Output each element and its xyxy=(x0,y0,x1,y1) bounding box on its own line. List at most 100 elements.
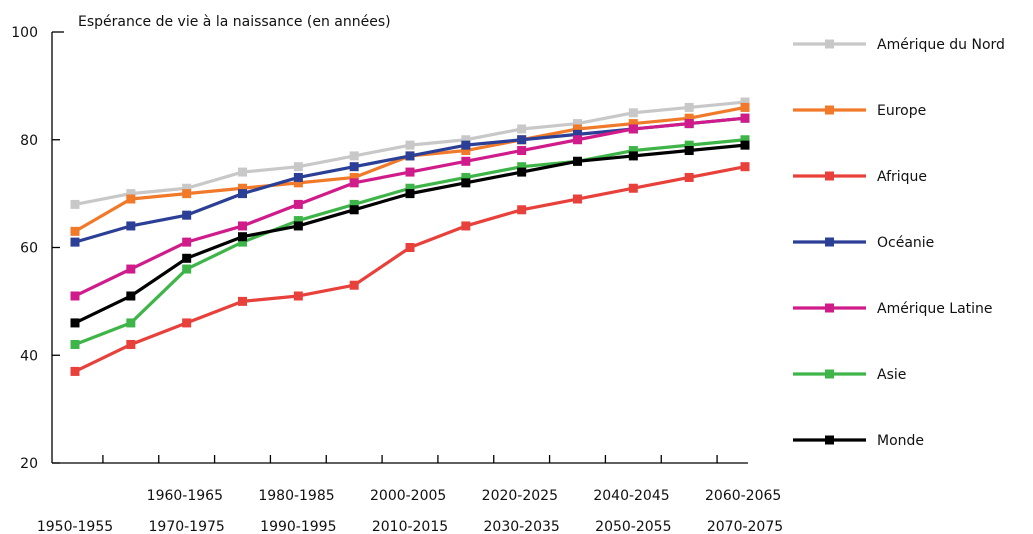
data-point-marker xyxy=(517,146,527,156)
data-point-marker xyxy=(628,119,638,129)
legend-item: Afrique xyxy=(793,169,927,185)
data-point-marker xyxy=(405,189,415,199)
legend-item: Europe xyxy=(793,103,926,119)
data-point-marker xyxy=(573,124,582,134)
data-point-marker xyxy=(461,172,471,182)
data-point-marker xyxy=(70,237,80,247)
data-point-marker xyxy=(182,183,192,193)
legend: Amérique du Nord Europe Afrique Océanie Amér… xyxy=(793,37,1005,449)
data-point-marker xyxy=(684,102,694,112)
series-line xyxy=(74,116,746,244)
data-point-marker xyxy=(405,183,415,193)
legend-swatch-marker xyxy=(825,39,834,49)
axes: Espérance de vie à la naissance (en anné… xyxy=(51,14,748,464)
legend-item: Asie xyxy=(793,367,906,383)
legend-swatch-marker xyxy=(825,237,834,247)
series-layer xyxy=(70,97,750,376)
data-point-marker xyxy=(684,140,694,150)
x-axis-ticks: 1950-1955 1960-1965 1970-1975 1980-1985 1990… xyxy=(37,455,783,534)
legend-label: Afrique xyxy=(877,169,927,185)
data-point-marker xyxy=(126,264,136,274)
y-axis-ticks: 20 40 60 80 100 xyxy=(11,25,60,472)
data-point-marker xyxy=(628,108,638,118)
data-point-marker xyxy=(70,291,80,301)
data-point-marker xyxy=(405,151,415,161)
x-tick-label: 1980-1985 xyxy=(258,488,334,504)
data-point-marker xyxy=(684,172,694,182)
data-point-marker xyxy=(517,162,527,172)
data-point-marker xyxy=(70,366,80,376)
data-point-marker xyxy=(293,221,303,231)
legend-label: Amérique Latine xyxy=(877,301,993,317)
data-point-marker xyxy=(628,124,638,134)
series-0 xyxy=(70,97,750,209)
data-point-marker xyxy=(182,189,192,199)
data-point-marker xyxy=(349,199,359,209)
y-tick-label: 20 xyxy=(20,456,38,472)
legend-item: Monde xyxy=(793,433,924,449)
data-point-marker xyxy=(126,291,136,301)
data-point-marker xyxy=(740,135,750,145)
data-point-marker xyxy=(293,162,303,172)
data-point-marker xyxy=(349,162,359,172)
x-tick-label: 2000-2005 xyxy=(370,488,446,504)
data-point-marker xyxy=(740,140,750,150)
data-point-marker xyxy=(573,129,582,139)
legend-item: Amérique Latine xyxy=(793,301,993,317)
data-point-marker xyxy=(461,146,471,156)
data-point-marker xyxy=(573,119,582,129)
series-6 xyxy=(70,140,750,328)
data-point-marker xyxy=(70,318,80,328)
legend-swatch-marker xyxy=(825,435,834,445)
x-tick-label: 2020-2025 xyxy=(482,488,558,504)
series-3 xyxy=(70,113,750,247)
data-point-marker xyxy=(293,216,303,226)
data-point-marker xyxy=(238,189,247,199)
data-point-marker xyxy=(628,146,638,156)
data-point-marker xyxy=(126,221,136,231)
series-2 xyxy=(70,162,750,376)
y-tick-label: 100 xyxy=(11,25,38,41)
data-point-marker xyxy=(70,339,80,349)
data-point-marker xyxy=(405,243,415,252)
data-point-marker xyxy=(238,232,247,242)
data-point-marker xyxy=(126,339,136,349)
data-point-marker xyxy=(461,221,471,231)
legend-label: Europe xyxy=(877,103,926,119)
y-axis-title: Espérance de vie à la naissance (en anné… xyxy=(78,14,391,30)
data-point-marker xyxy=(293,178,303,188)
data-point-marker xyxy=(684,146,694,156)
data-point-marker xyxy=(182,253,192,263)
legend-swatch-marker xyxy=(825,171,834,181)
x-tick-label: 2070-2075 xyxy=(707,519,783,534)
data-point-marker xyxy=(238,221,247,231)
legend-item: Océanie xyxy=(793,235,934,251)
series-5 xyxy=(70,135,750,349)
data-point-marker xyxy=(740,113,750,123)
data-point-marker xyxy=(517,124,527,134)
data-point-marker xyxy=(349,151,359,161)
data-point-marker xyxy=(461,156,471,166)
data-point-marker xyxy=(461,140,471,150)
x-tick-label: 2060-2065 xyxy=(705,488,781,504)
data-point-marker xyxy=(573,156,582,166)
x-tick-label: 2010-2015 xyxy=(372,519,448,534)
data-point-marker xyxy=(684,119,694,129)
y-tick-label: 80 xyxy=(20,133,38,149)
y-tick-label: 40 xyxy=(20,348,38,364)
legend-label: Amérique du Nord xyxy=(877,37,1005,53)
data-point-marker xyxy=(70,226,80,236)
data-point-marker xyxy=(573,194,582,204)
legend-label: Océanie xyxy=(877,235,934,251)
data-point-marker xyxy=(461,178,471,188)
y-tick-label: 60 xyxy=(20,241,38,257)
x-tick-label: 1950-1955 xyxy=(37,519,113,534)
data-point-marker xyxy=(349,280,359,290)
x-tick-label: 1960-1965 xyxy=(147,488,223,504)
data-point-marker xyxy=(740,97,750,107)
legend-swatch-marker xyxy=(825,369,834,379)
data-point-marker xyxy=(182,210,192,220)
data-point-marker xyxy=(182,318,192,328)
x-tick-label: 2030-2035 xyxy=(484,519,560,534)
data-point-marker xyxy=(182,237,192,247)
